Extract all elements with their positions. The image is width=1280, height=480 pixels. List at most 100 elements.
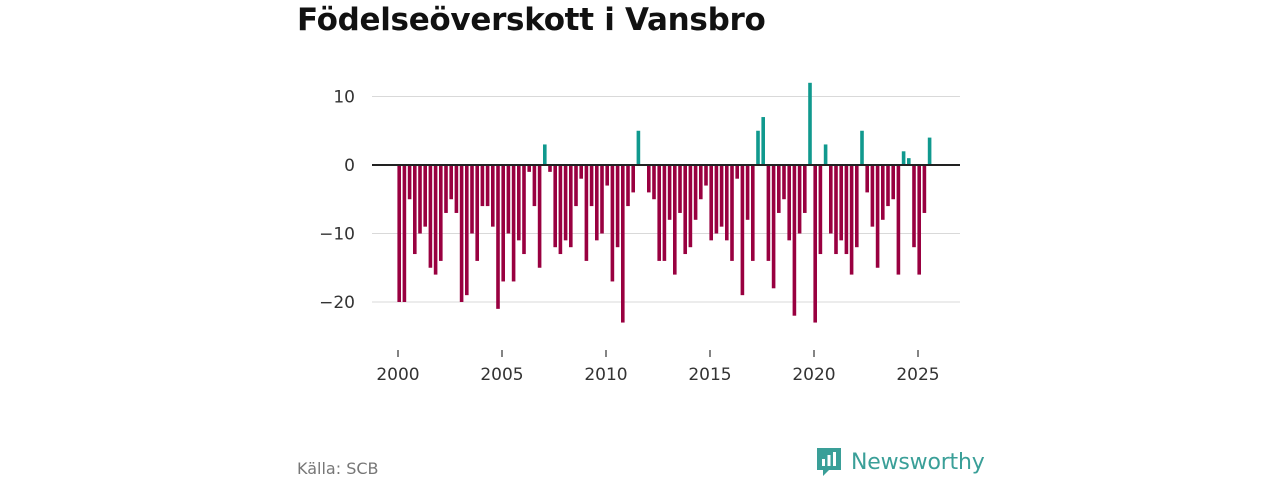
bar-chart: 10 0 −10 −20 2000 2005 2010 2015 2020 2025 [319,82,960,385]
bar-2001-q4 [433,165,438,275]
bar-2005-q3 [511,165,516,282]
bar-2010-q3 [615,165,620,248]
bar-2007-q2 [548,165,552,172]
bar-2019-q3 [803,165,807,213]
bar-2013-q4 [683,165,687,255]
bar-2012-q2 [652,165,656,200]
bar-2021-q2 [839,165,843,241]
bar-2023-q4 [891,165,895,200]
bar-2007-q1 [543,144,547,165]
bar-2000-q1 [397,165,401,302]
bar-2011-q1 [626,165,630,207]
bar-2013-q1 [667,165,672,220]
bar-2003-q4 [475,165,479,261]
bar-2022-q1 [855,165,859,248]
y-tick-label: −20 [319,293,355,313]
bar-2008-q4 [579,165,583,179]
bar-2016-q3 [740,165,745,296]
bar-2002-q3 [449,165,453,200]
bar-2014-q1 [688,165,693,248]
bar-2014-q4 [704,165,708,186]
x-tick-label: 2015 [688,365,731,385]
bar-2024-q3 [907,158,911,165]
bar-2003-q1 [459,165,464,302]
bar-2005-q4 [517,165,521,241]
x-tick-label: 2025 [896,365,939,385]
bar-2006-q3 [532,165,537,207]
newsworthy-logo-icon [817,448,841,476]
bar-2009-q3 [595,165,599,241]
bar-2004-q1 [480,165,485,207]
bar-2025-q3 [927,137,932,165]
bar-2019-q4 [808,82,812,165]
bar-2011-q2 [631,165,635,193]
bar-2011-q3 [636,130,641,165]
bar-2015-q4 [725,165,729,241]
bar-2008-q1 [563,165,568,241]
bar-2004-q2 [485,165,490,207]
bar-2007-q4 [558,165,563,255]
bar-2008-q2 [569,165,573,248]
bar-2025-q2 [922,165,927,213]
y-tick-label: 0 [344,156,355,176]
bar-2017-q4 [766,165,771,261]
bar-2010-q4 [621,165,625,323]
bar-2019-q1 [792,165,797,316]
bar-2012-q4 [662,165,667,261]
y-tick-label: −10 [319,225,355,245]
bar-2020-q1 [813,165,817,323]
bar-2009-q1 [584,165,589,261]
bar-2016-q4 [745,165,750,220]
bar-2005-q1 [501,165,505,282]
bar-2017-q2 [756,130,760,165]
bar-2015-q2 [714,165,719,234]
bar-2023-q1 [875,165,880,268]
bar-2004-q4 [496,165,500,309]
bar-2019-q2 [797,165,802,234]
bar-2012-q3 [657,165,661,261]
bar-2009-q4 [600,165,604,234]
bar-2001-q3 [428,165,433,268]
bar-2003-q2 [465,165,469,296]
bar-2000-q2 [402,165,407,302]
bar-2022-q4 [870,165,875,227]
bar-2021-q4 [849,165,854,275]
bar-2010-q1 [605,165,609,186]
bar-2020-q3 [823,144,828,165]
bar-2015-q3 [719,165,724,227]
x-axis: 2000 2005 2010 2015 2020 2025 [376,350,940,385]
x-tick-label: 2000 [376,365,419,385]
bar-2006-q4 [537,165,542,268]
bar-2007-q3 [553,165,557,248]
bar-2023-q2 [881,165,885,220]
bar-2021-q3 [844,165,849,255]
y-axis: 10 0 −10 −20 [319,88,355,314]
bar-2018-q3 [782,165,786,200]
bar-2022-q2 [860,130,864,165]
bar-2020-q2 [818,165,823,255]
bar-2012-q1 [647,165,651,193]
bar-2021-q1 [834,165,838,255]
bar-2023-q3 [886,165,890,207]
bar-2000-q3 [407,165,412,200]
bars [397,82,932,323]
bar-2008-q3 [574,165,578,207]
bar-2014-q3 [699,165,703,200]
newsworthy-logo: Newsworthy [815,446,985,478]
chart-title: Födelseöverskott i Vansbro [297,2,766,38]
bar-2010-q2 [610,165,615,282]
bar-2013-q3 [678,165,682,213]
bar-2001-q2 [423,165,427,227]
bar-2009-q2 [589,165,594,207]
y-tick-label: 10 [333,88,355,108]
bar-2016-q1 [730,165,734,261]
bar-2002-q4 [454,165,459,213]
x-tick-label: 2020 [792,365,835,385]
bar-2006-q1 [522,165,526,255]
bar-2006-q2 [527,165,531,172]
x-tick-label: 2010 [584,365,627,385]
x-tick-label: 2005 [480,365,523,385]
bar-2014-q2 [693,165,698,220]
bar-2018-q2 [777,165,781,213]
bar-2001-q1 [418,165,422,234]
